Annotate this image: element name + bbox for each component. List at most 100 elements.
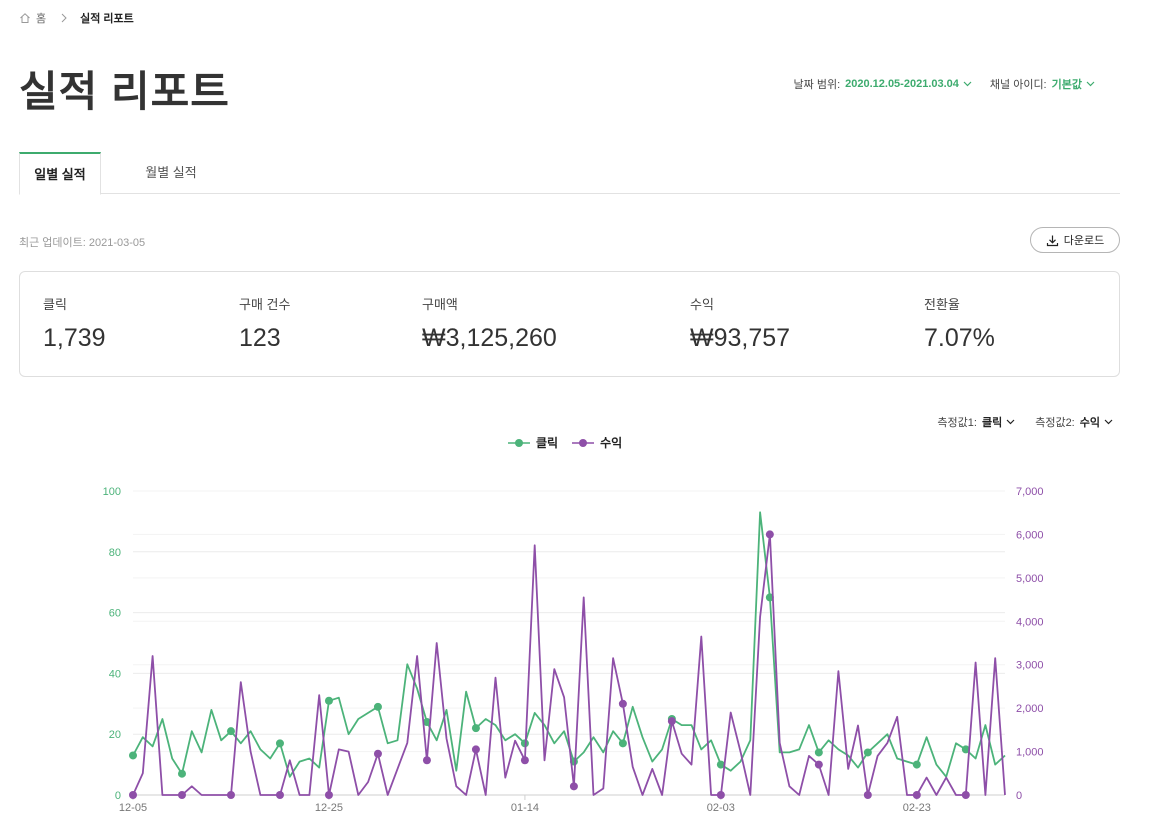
y-left-tick-label: 0 [115, 790, 121, 802]
channel-id-value[interactable]: 기본값 [1051, 79, 1082, 91]
x-tick-label: 01-14 [511, 802, 539, 814]
download-icon [1046, 235, 1058, 246]
x-tick-label: 12-05 [119, 802, 147, 814]
clicks-data-point [814, 748, 823, 757]
revenue-data-point [520, 756, 529, 765]
y-right-tick-label: 4,000 [1016, 616, 1044, 628]
revenue-data-point [422, 756, 431, 765]
x-tick-label: 02-03 [707, 802, 735, 814]
clicks-data-point [422, 718, 431, 727]
y-left-tick-label: 20 [109, 729, 121, 741]
home-icon[interactable] [19, 12, 31, 24]
y-left-tick-label: 80 [109, 547, 121, 559]
legend-label: 수익 [600, 436, 623, 450]
y-left-tick-label: 100 [103, 486, 121, 498]
download-label: 다운로드 [1063, 235, 1105, 247]
revenue-data-point [373, 749, 382, 758]
channel-id-filter[interactable]: 채널 아이디: 기본값 [990, 76, 1095, 92]
y-right-tick-label: 2,000 [1016, 703, 1044, 715]
chevron-down-icon [1086, 81, 1095, 87]
kpi-purchase-amount: 구매액 ₩3,125,260 [422, 294, 557, 353]
revenue-data-point [275, 791, 284, 799]
legend-marker-revenue [572, 438, 595, 447]
clicks-data-point [177, 769, 186, 778]
clicks-data-point [765, 593, 774, 602]
clicks-data-point [324, 696, 333, 705]
x-tick-label: 12-25 [315, 802, 343, 814]
y-right-tick-label: 1,000 [1016, 747, 1044, 759]
kpi-value: ₩93,757 [690, 324, 791, 352]
performance-line-chart: 0 20 40 60 80 100 0 1,000 2,000 3,000 4,000 5,000 6,… [103, 486, 1044, 814]
metric1-value[interactable]: 클릭 [981, 417, 1003, 429]
channel-id-label: 채널 아이디: [989, 79, 1047, 91]
kpi-purchases: 구매 건수 123 [239, 294, 290, 353]
kpi-label: 구매 건수 [239, 297, 291, 312]
date-range-value[interactable]: 2020.12.05-2021.03.04 [845, 78, 959, 90]
date-range-filter[interactable]: 날짜 범위: 2020.12.05-2021.03.04 [794, 76, 972, 92]
revenue-data-point [471, 745, 480, 754]
revenue-data-point [177, 791, 186, 799]
revenue-data-point [667, 717, 676, 726]
clicks-data-point [275, 739, 284, 748]
download-button[interactable]: 다운로드 [1030, 227, 1120, 253]
chevron-right-icon [61, 13, 67, 23]
kpi-summary-card: 클릭 1,739 구매 건수 123 구매액 ₩3,125,260 수익 ₩93… [19, 271, 1120, 377]
y-right-tick-label: 6,000 [1016, 529, 1044, 541]
revenue-data-point [912, 791, 921, 799]
kpi-label: 수익 [690, 297, 714, 312]
kpi-label: 클릭 [43, 297, 67, 312]
breadcrumb: 홈 실적 리포트 [19, 10, 134, 26]
metric1-select[interactable]: 측정값1: 클릭 [937, 414, 1015, 430]
revenue-data-point [226, 791, 235, 799]
kpi-conversion-rate: 전환율 7.07% [924, 294, 995, 353]
y-right-tick-label: 0 [1016, 790, 1022, 802]
legend-revenue[interactable]: 수익 [572, 434, 622, 451]
chevron-down-icon [963, 81, 972, 87]
kpi-label: 구매액 [422, 297, 458, 312]
y-right-tick-label: 7,000 [1016, 486, 1044, 498]
kpi-revenue: 수익 ₩93,757 [690, 294, 790, 353]
revenue-data-point [569, 782, 578, 791]
clicks-data-point [129, 751, 137, 760]
clicks-data-point [471, 724, 480, 733]
revenue-data-point [814, 760, 823, 769]
kpi-label: 전환율 [924, 297, 960, 312]
revenue-data-point [716, 791, 725, 799]
clicks-data-point [373, 702, 382, 711]
breadcrumb-home[interactable]: 홈 [36, 13, 47, 25]
y-left-tick-label: 40 [109, 668, 121, 680]
revenue-data-point [765, 530, 774, 539]
x-tick-label: 02-23 [903, 802, 931, 814]
report-tabs: 일별 실적 월별 실적 [19, 152, 1120, 195]
y-left-tick-label: 60 [109, 608, 121, 620]
metric2-value[interactable]: 수익 [1079, 417, 1100, 429]
revenue-data-point [618, 699, 627, 708]
report-filters: 날짜 범위: 2020.12.05-2021.03.04 채널 아이디: 기본값 [776, 76, 1095, 92]
clicks-data-point [863, 748, 872, 757]
breadcrumb-current: 실적 리포트 [80, 13, 134, 25]
tab-monthly[interactable]: 월별 실적 [145, 165, 197, 180]
tab-daily[interactable]: 일별 실적 [19, 152, 101, 195]
metric-selectors: 측정값1: 클릭 측정값2: 수익 [917, 414, 1113, 430]
kpi-value: 123 [239, 324, 281, 352]
clicks-data-point [961, 745, 970, 754]
chart-legend: 클릭 수익 [508, 434, 636, 451]
page-title: 실적 리포트 [19, 68, 230, 115]
clicks-data-point [226, 727, 235, 736]
legend-marker-clicks [508, 438, 530, 447]
clicks-data-point [618, 739, 627, 748]
metric2-label: 측정값2: [1035, 417, 1075, 429]
metric1-label: 측정값1: [937, 417, 977, 429]
revenue-data-point [961, 791, 970, 799]
revenue-data-point [863, 791, 872, 799]
y-right-tick-label: 3,000 [1016, 660, 1044, 672]
y-right-tick-label: 5,000 [1016, 573, 1044, 585]
revenue-data-point [129, 791, 137, 799]
metric2-select[interactable]: 측정값2: 수익 [1035, 414, 1113, 430]
chevron-down-icon [1104, 419, 1113, 425]
last-updated: 최근 업데이트: 2021-03-05 [19, 237, 146, 249]
kpi-value: 1,739 [43, 324, 106, 352]
chevron-down-icon [1006, 419, 1015, 425]
clicks-data-point [716, 760, 725, 769]
legend-clicks[interactable]: 클릭 [508, 434, 558, 451]
